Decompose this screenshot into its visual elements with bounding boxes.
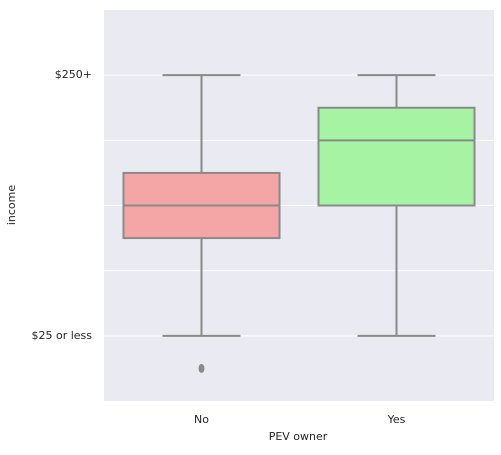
x-axis-label: PEV owner <box>269 430 328 443</box>
box <box>317 106 476 207</box>
y-axis-label: income <box>5 185 18 226</box>
x-tick-label: No <box>194 413 209 426</box>
y-tick-label: $25 or less <box>31 329 92 342</box>
y-tick-label: $250+ <box>55 68 92 81</box>
x-tick-label: Yes <box>387 413 406 426</box>
outlier <box>198 363 205 373</box>
